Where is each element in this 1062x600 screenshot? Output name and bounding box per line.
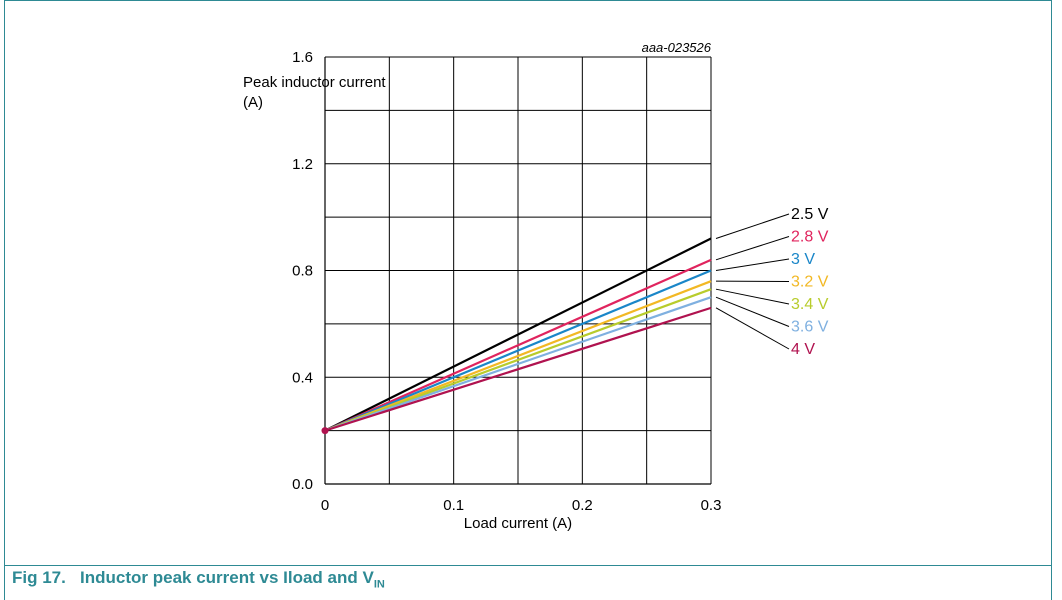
legend-label: 3.2 V <box>791 274 829 291</box>
caption-subscript: IN <box>373 578 385 591</box>
x-tick-label: 0.3 <box>701 497 722 514</box>
legend-leader-line <box>715 288 790 305</box>
series-line <box>324 280 712 432</box>
series-line <box>324 258 712 432</box>
y-tick-label: 1.6 <box>292 49 313 66</box>
figure-frame <box>4 0 1052 600</box>
chart-legend: 2.5 V 2.8 V 3 V 3.2 V 3.4 V 3.6 V 4 V <box>715 206 829 358</box>
legend-leader-line <box>715 296 790 327</box>
series-line <box>324 288 712 432</box>
series-line <box>324 296 712 432</box>
series-line <box>324 269 712 432</box>
caption-text: Inductor peak current vs Iload and V <box>80 568 374 587</box>
series-line <box>324 237 712 432</box>
legend-label: 4 V <box>791 341 815 358</box>
legend-leader-line <box>715 258 790 271</box>
series-line <box>324 306 712 432</box>
legend-leader-line <box>715 213 790 239</box>
legend-label: 3.4 V <box>791 296 829 313</box>
y-tick-label: 0.4 <box>292 369 313 386</box>
y-tick-label: 0.0 <box>292 476 313 493</box>
chart-ticks: 0 0.1 0.2 0.3 0.0 0.4 0.8 1.2 1.6 <box>292 49 721 514</box>
x-tick-label: 0.2 <box>572 497 593 514</box>
legend-label: 2.8 V <box>791 229 829 246</box>
x-tick-label: 0 <box>321 497 329 514</box>
figure-caption: Fig 17. Inductor peak current vs Iload a… <box>12 568 385 590</box>
y-axis-label-line1: Peak inductor current <box>243 74 386 91</box>
legend-leader-line <box>715 236 790 261</box>
legend-label: 3 V <box>791 251 815 268</box>
series-origin-point <box>321 427 329 435</box>
legend-label: 3.6 V <box>791 319 829 336</box>
chart-series <box>321 237 712 435</box>
figure-id: aaa-023526 <box>642 40 712 55</box>
y-tick-label: 0.8 <box>292 263 313 280</box>
caption-divider <box>4 565 1052 566</box>
legend-label: 2.5 V <box>791 206 829 223</box>
y-tick-label: 1.2 <box>292 156 313 173</box>
x-axis-label: Load current (A) <box>464 515 572 532</box>
y-axis-label-line2: (A) <box>243 94 263 111</box>
x-tick-label: 0.1 <box>443 497 464 514</box>
chart-grid <box>324 56 712 485</box>
caption-prefix: Fig 17. <box>12 568 66 587</box>
legend-leader-line <box>715 307 790 350</box>
